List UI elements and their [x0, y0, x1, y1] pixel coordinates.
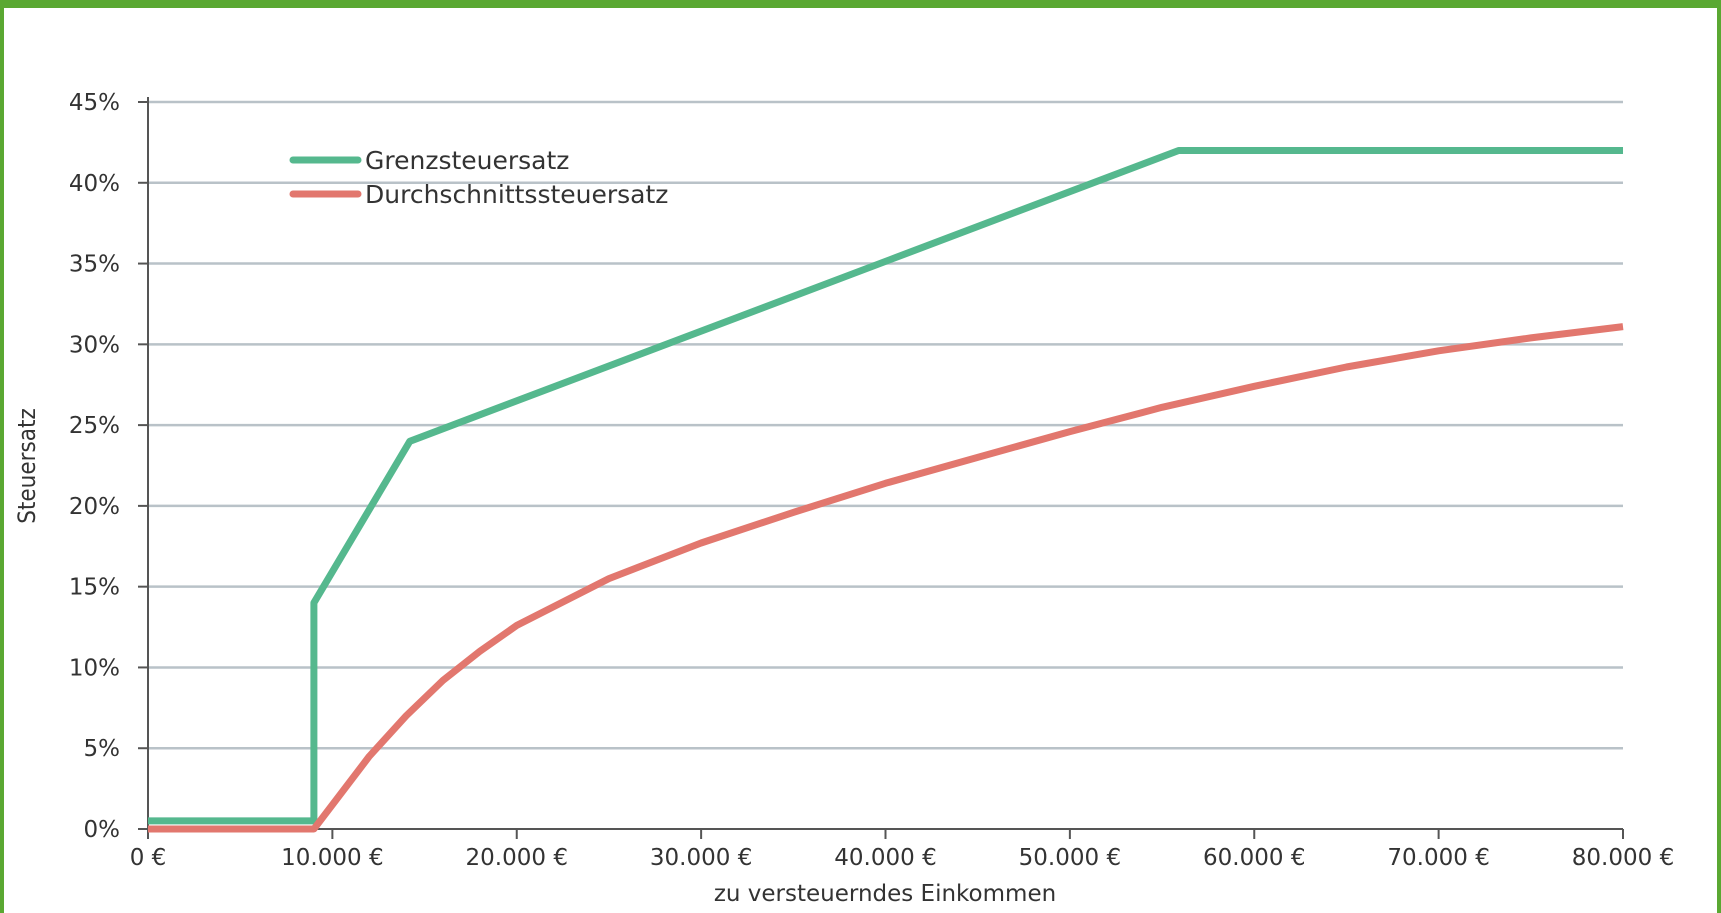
- y-axis-title: Steuersatz: [13, 408, 41, 524]
- x-tick-label: 10.000 €: [281, 845, 383, 871]
- x-tick-label: 50.000 €: [1019, 845, 1121, 871]
- series-lines: [148, 147, 1624, 833]
- y-tick-label: 15%: [69, 575, 120, 601]
- grid-lines: [148, 100, 1623, 750]
- x-tick-label: 80.000 €: [1572, 845, 1674, 871]
- y-tick-label: 0%: [84, 817, 121, 843]
- x-tick-label: 40.000 €: [834, 845, 936, 871]
- axes: 0% 5% 10% 15% 20% 25% 30% 35% 40% 45% 0 € 10.000 € 2…: [69, 90, 1674, 871]
- x-axis-title: zu versteuerndes Einkommen: [714, 881, 1056, 907]
- legend: Grenzsteuersatz Durchschnittssteuersatz: [289, 146, 668, 209]
- y-tick-label: 5%: [84, 736, 121, 762]
- y-tick-label: 35%: [69, 252, 120, 278]
- y-tick-label: 40%: [69, 171, 120, 197]
- legend-label-0: Grenzsteuersatz: [365, 146, 569, 175]
- y-tick-label: 20%: [69, 494, 120, 520]
- x-tick-label: 30.000 €: [650, 845, 752, 871]
- y-tick-label: 25%: [69, 413, 120, 439]
- x-tick-label: 20.000 €: [466, 845, 568, 871]
- y-tick-label: 10%: [69, 655, 120, 681]
- x-tick-label: 70.000 €: [1387, 845, 1489, 871]
- legend-label-1: Durchschnittssteuersatz: [365, 180, 668, 209]
- x-tick-label: 60.000 €: [1203, 845, 1305, 871]
- y-tick-label: 30%: [69, 332, 120, 358]
- x-tick-label: 0 €: [130, 845, 167, 871]
- y-tick-label: 45%: [69, 90, 120, 116]
- series-line-0: [148, 147, 1623, 825]
- series-line-1: [148, 323, 1624, 833]
